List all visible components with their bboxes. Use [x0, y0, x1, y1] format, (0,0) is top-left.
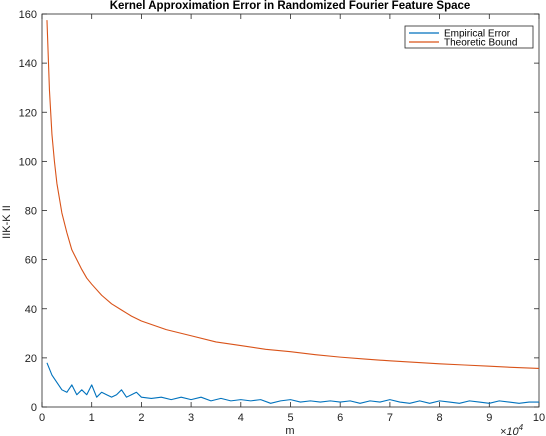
y-tick-label: 0 — [31, 402, 37, 414]
x-tick-label: 7 — [387, 412, 393, 424]
legend-label: Empirical Error — [444, 29, 511, 40]
plot-area-frame — [41, 13, 540, 408]
x-tick-label: 6 — [337, 412, 343, 424]
y-tick-label: 60 — [25, 255, 37, 267]
x-tick-label: 1 — [89, 412, 95, 424]
series-line-theoretic-bound — [46, 20, 540, 369]
x-tick-label: 9 — [486, 412, 492, 424]
legend-label: Theoretic Bound — [444, 38, 517, 49]
x-tick-label: 8 — [437, 412, 443, 424]
chart-title: Kernel Approximation Error in Randomized… — [110, 0, 471, 12]
x-tick-label: 4 — [238, 412, 244, 424]
y-tick-label: 160 — [19, 9, 37, 21]
y-tick-label: 20 — [25, 353, 37, 365]
y-tick-label: 120 — [19, 107, 37, 119]
x-tick-label: 5 — [287, 412, 293, 424]
y-axis-label: IIK-K II — [1, 205, 13, 239]
x-axis-exponent: ×104 — [500, 423, 524, 436]
y-tick-label: 100 — [19, 156, 37, 168]
series-line-empirical-error — [46, 362, 539, 404]
x-tick-label: 10 — [533, 412, 545, 424]
plot-marks: 0 1 2 3 4 5 6 7 8 9 10020406080100120140160Empiric… — [19, 9, 545, 424]
x-tick-label: 2 — [138, 412, 144, 424]
y-tick-label: 40 — [25, 304, 37, 316]
y-tick-label: 140 — [19, 58, 37, 70]
x-axis-label: m — [285, 425, 294, 436]
x-tick-label: 3 — [188, 412, 194, 424]
x-tick-label: 0 — [39, 412, 45, 424]
y-tick-label: 80 — [25, 206, 37, 218]
